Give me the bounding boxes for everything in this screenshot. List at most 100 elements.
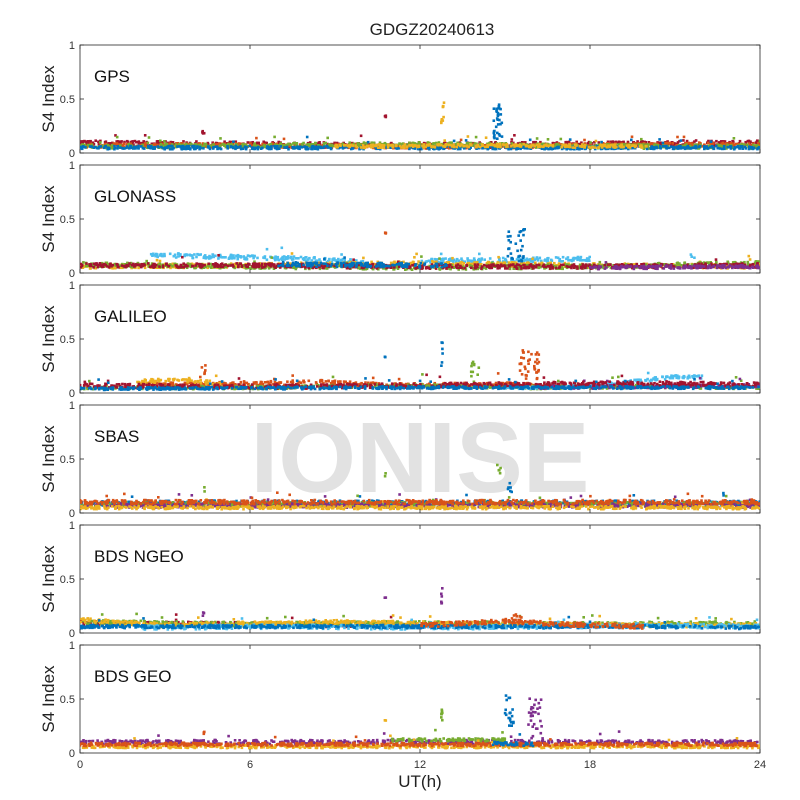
data-point — [746, 260, 750, 264]
data-point — [534, 140, 538, 144]
data-point — [522, 263, 525, 267]
data-point — [713, 143, 716, 147]
data-point — [544, 265, 548, 269]
data-point — [559, 260, 563, 263]
data-point — [144, 145, 148, 149]
data-point — [501, 264, 504, 268]
data-point — [484, 267, 488, 270]
data-point — [433, 142, 436, 145]
data-point — [181, 265, 184, 269]
data-point — [493, 129, 496, 133]
data-point — [722, 143, 726, 146]
data-point — [558, 265, 562, 268]
data-point — [210, 144, 213, 147]
data-point — [493, 141, 497, 145]
data-point — [307, 143, 310, 146]
data-point — [616, 147, 620, 150]
data-point — [488, 262, 492, 266]
data-point — [583, 138, 586, 142]
data-point — [379, 146, 383, 149]
data-point — [229, 262, 233, 265]
data-point — [455, 145, 459, 149]
data-point — [449, 267, 452, 271]
data-point — [214, 254, 217, 258]
data-point — [466, 259, 470, 262]
data-point — [384, 142, 387, 146]
data-point — [486, 142, 489, 146]
data-point — [498, 266, 501, 270]
data-point — [185, 266, 189, 269]
data-point — [152, 252, 155, 256]
data-point — [591, 146, 594, 149]
data-point — [585, 257, 589, 260]
data-point — [115, 140, 118, 143]
data-point — [460, 143, 463, 146]
data-point — [227, 143, 230, 147]
data-point — [195, 255, 198, 259]
data-point — [255, 264, 259, 268]
data-point — [571, 146, 575, 149]
data-point — [84, 264, 88, 268]
data-point — [134, 147, 137, 150]
data-point — [478, 252, 481, 256]
data-point — [179, 264, 183, 268]
data-point — [512, 261, 515, 264]
data-point — [89, 264, 93, 268]
data-point — [141, 143, 145, 147]
data-point — [655, 146, 659, 150]
data-point — [516, 142, 520, 145]
data-point — [495, 107, 498, 111]
data-point — [505, 260, 508, 264]
data-point — [191, 256, 194, 260]
data-point — [477, 259, 480, 262]
data-point — [673, 142, 676, 145]
data-point — [306, 147, 310, 151]
data-point — [221, 265, 225, 269]
data-point — [161, 141, 165, 144]
data-point — [111, 147, 114, 150]
data-point — [483, 145, 487, 149]
data-point — [267, 265, 270, 269]
data-point — [509, 147, 513, 151]
data-point — [174, 143, 177, 146]
data-point — [86, 143, 90, 147]
data-point — [226, 147, 229, 150]
data-point — [585, 266, 589, 270]
data-point — [208, 146, 211, 150]
data-point — [554, 265, 558, 268]
data-point — [239, 256, 243, 259]
data-point — [302, 257, 306, 260]
data-point — [298, 143, 302, 146]
data-point — [455, 262, 458, 265]
data-point — [622, 140, 625, 144]
data-point — [229, 145, 233, 148]
data-point — [101, 144, 105, 148]
data-point — [447, 259, 451, 263]
data-point — [498, 134, 502, 137]
data-point — [612, 141, 615, 144]
data-point — [588, 259, 591, 262]
data-point — [137, 263, 141, 266]
data-point — [110, 143, 114, 147]
data-point — [680, 265, 683, 268]
data-point — [560, 145, 564, 149]
data-point — [159, 139, 162, 143]
data-point — [576, 267, 579, 270]
data-point — [631, 144, 635, 147]
data-point — [481, 147, 484, 150]
data-point — [608, 145, 612, 149]
data-point — [267, 147, 270, 150]
data-point — [723, 140, 727, 143]
data-point — [449, 259, 452, 262]
data-point — [103, 262, 106, 266]
data-point — [265, 247, 269, 251]
data-point — [539, 262, 542, 266]
data-point — [114, 264, 118, 267]
data-point — [658, 138, 661, 141]
data-point — [561, 255, 565, 259]
data-point — [308, 141, 312, 144]
data-point — [543, 267, 546, 270]
data-point — [507, 264, 511, 267]
